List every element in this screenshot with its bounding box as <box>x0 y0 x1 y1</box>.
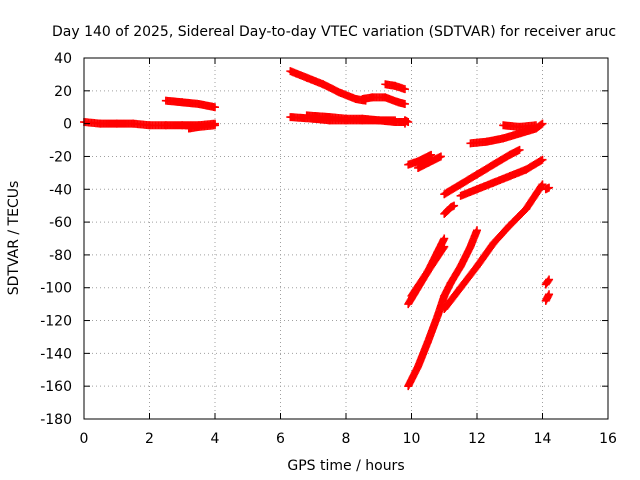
x-tick-label: 2 <box>145 431 154 447</box>
data-point <box>545 290 554 299</box>
data-point <box>404 117 413 126</box>
data-track <box>286 67 370 105</box>
data-point <box>439 243 448 252</box>
y-tick-label: -180 <box>40 412 72 428</box>
data-track <box>161 96 219 112</box>
data-point <box>538 180 547 189</box>
y-tick-label: -100 <box>40 281 72 297</box>
y-tick-label: -40 <box>49 182 72 198</box>
y-tick-label: 0 <box>63 117 72 133</box>
data-point <box>537 181 546 190</box>
y-tick-label: 40 <box>54 51 72 67</box>
data-point <box>473 226 481 235</box>
data-track <box>381 80 409 94</box>
data-track <box>541 183 554 194</box>
x-axis-ticks: 0 2 4 6 8 10 12 14 16 <box>80 58 617 447</box>
data-track <box>407 242 449 300</box>
data-track <box>440 145 524 199</box>
data-point <box>545 275 554 284</box>
data-point <box>440 234 449 243</box>
y-tick-label: -140 <box>40 346 72 362</box>
x-tick-label: 10 <box>403 431 421 447</box>
data-point <box>538 119 547 128</box>
data-point <box>515 145 524 154</box>
data-track <box>404 226 481 391</box>
data-point <box>436 152 445 161</box>
data-point <box>531 121 540 130</box>
y-axis-label: SDTVAR / TECUs <box>6 181 22 296</box>
x-tick-label: 0 <box>80 431 89 447</box>
y-tick-label: -20 <box>49 149 72 165</box>
data-track <box>414 152 445 172</box>
data-point <box>211 121 219 130</box>
data-track <box>302 111 400 125</box>
data-track <box>400 116 413 128</box>
data-point <box>391 116 400 125</box>
y-tick-label: -160 <box>40 379 72 395</box>
data-track <box>499 121 540 131</box>
x-axis-label: GPS time / hours <box>287 458 404 474</box>
data-point <box>440 242 449 251</box>
grid-lines <box>84 58 608 419</box>
x-tick-label: 16 <box>599 431 617 447</box>
y-tick-label: 20 <box>54 84 72 100</box>
x-tick-label: 12 <box>468 431 486 447</box>
data-track <box>541 290 554 305</box>
data-point <box>450 201 459 210</box>
y-tick-label: -120 <box>40 314 72 330</box>
data-track <box>184 121 219 133</box>
x-tick-label: 8 <box>342 431 351 447</box>
data-point <box>544 276 553 285</box>
data-points <box>80 67 554 391</box>
data-track <box>358 93 409 108</box>
data-point <box>400 85 409 94</box>
data-track <box>456 155 547 200</box>
data-track <box>541 275 554 289</box>
data-point <box>545 183 554 192</box>
data-track <box>440 201 459 218</box>
x-tick-label: 4 <box>211 431 220 447</box>
y-tick-label: -80 <box>49 248 72 264</box>
data-point <box>400 99 409 108</box>
data-track <box>440 180 547 314</box>
chart-title: Day 140 of 2025, Sidereal Day-to-day VTE… <box>52 24 616 40</box>
data-point <box>538 155 547 164</box>
data-point <box>211 103 219 112</box>
data-point <box>537 120 546 129</box>
y-axis-ticks: 40 20 0 -20 -40 -60 -80 -100 -120 -140 -160 -180 <box>40 51 608 428</box>
y-tick-label: -60 <box>49 215 72 231</box>
x-tick-label: 6 <box>276 431 285 447</box>
x-tick-label: 14 <box>534 431 552 447</box>
